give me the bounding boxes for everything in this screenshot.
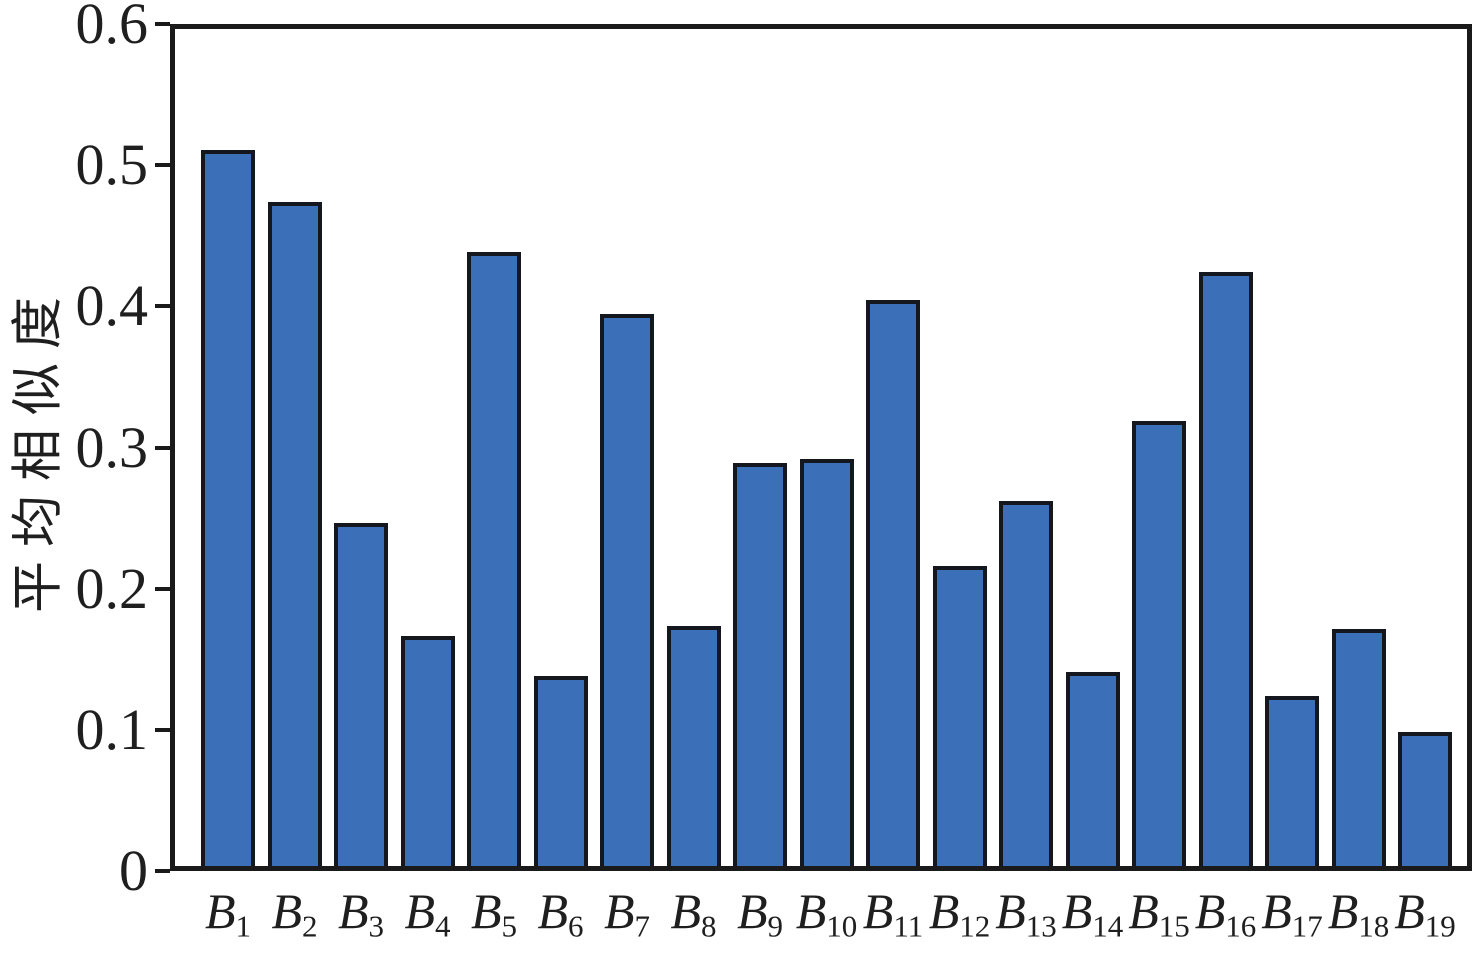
y-tick-label-0.4: 0.4 bbox=[75, 273, 149, 339]
x-tick-label-B19: B19 bbox=[1394, 883, 1456, 944]
x-tick-slot-B12: B12 bbox=[929, 884, 991, 944]
x-tick-slot-B15: B15 bbox=[1128, 884, 1190, 944]
x-tick-label-B2: B2 bbox=[271, 883, 318, 944]
bar-B3 bbox=[334, 522, 388, 866]
x-tick-slot-B16: B16 bbox=[1195, 884, 1257, 944]
x-tick-label-B15: B15 bbox=[1128, 883, 1190, 944]
bar-B17 bbox=[1265, 695, 1319, 866]
y-axis-title: 平均相似度 bbox=[10, 282, 68, 614]
x-tick-slot-B19: B19 bbox=[1394, 884, 1456, 944]
bar-B9 bbox=[733, 462, 787, 866]
bar-B19 bbox=[1398, 732, 1452, 866]
x-tick-slot-B18: B18 bbox=[1328, 884, 1390, 944]
x-tick-label-B16: B16 bbox=[1194, 883, 1257, 944]
y-tick-mark-0 bbox=[155, 869, 170, 873]
x-tick-label-B11: B11 bbox=[862, 883, 924, 944]
x-tick-label-B13: B13 bbox=[995, 883, 1057, 944]
x-tick-label-B18: B18 bbox=[1327, 883, 1390, 944]
bar-B1 bbox=[201, 150, 255, 866]
x-tick-label-B1: B1 bbox=[204, 883, 252, 944]
x-tick-slot-B17: B17 bbox=[1261, 884, 1323, 944]
bar-B13 bbox=[999, 500, 1053, 866]
bar-B11 bbox=[866, 299, 920, 866]
y-tick-mark-0.2 bbox=[155, 586, 170, 591]
y-tick-mark-0.4 bbox=[155, 304, 170, 309]
x-tick-slot-B13: B13 bbox=[995, 884, 1057, 944]
x-axis-labels: B1 B2 B3 B4 B5 B6 B7 B8 B9 B10 B11 B12 B13 B14 B15 B16 B… bbox=[175, 884, 1467, 944]
y-tick-label-0.5: 0.5 bbox=[75, 132, 149, 198]
x-tick-slot-B5: B5 bbox=[467, 884, 521, 944]
x-tick-label-B8: B8 bbox=[670, 883, 717, 944]
bar-B2 bbox=[267, 201, 322, 866]
bar-B18 bbox=[1331, 628, 1386, 866]
bar-B6 bbox=[533, 676, 588, 866]
y-tick-mark-0.5 bbox=[155, 163, 170, 168]
x-tick-slot-B2: B2 bbox=[268, 884, 322, 944]
bar-B8 bbox=[666, 626, 721, 866]
y-tick-label-0.6: 0.6 bbox=[75, 0, 149, 56]
y-tick-label-0.1: 0.1 bbox=[75, 696, 149, 762]
x-tick-slot-B6: B6 bbox=[534, 884, 588, 944]
x-tick-slot-B10: B10 bbox=[796, 884, 858, 944]
y-tick-mark-0.6 bbox=[155, 22, 170, 26]
x-tick-label-B5: B5 bbox=[470, 883, 518, 944]
y-tick-label-0.2: 0.2 bbox=[75, 555, 149, 621]
y-tick-mark-0.3 bbox=[155, 445, 170, 450]
x-tick-slot-B1: B1 bbox=[201, 884, 255, 944]
x-tick-slot-B4: B4 bbox=[401, 884, 455, 944]
bar-B7 bbox=[600, 313, 654, 866]
x-tick-label-B6: B6 bbox=[537, 883, 584, 944]
bar-B16 bbox=[1198, 271, 1253, 866]
x-tick-label-B3: B3 bbox=[337, 883, 385, 944]
x-tick-slot-B7: B7 bbox=[600, 884, 654, 944]
x-tick-label-B4: B4 bbox=[404, 883, 451, 944]
x-tick-label-B12: B12 bbox=[928, 883, 991, 944]
x-tick-label-B14: B14 bbox=[1061, 883, 1124, 944]
x-tick-label-B9: B9 bbox=[736, 883, 784, 944]
bar-B14 bbox=[1065, 672, 1120, 866]
x-tick-slot-B14: B14 bbox=[1062, 884, 1124, 944]
bar-B5 bbox=[467, 252, 521, 866]
x-tick-label-B10: B10 bbox=[795, 883, 858, 944]
plot-area bbox=[170, 24, 1472, 871]
bar-B4 bbox=[400, 635, 455, 866]
bar-B10 bbox=[799, 458, 854, 866]
x-tick-slot-B11: B11 bbox=[862, 883, 924, 944]
x-tick-label-B7: B7 bbox=[603, 883, 651, 944]
x-tick-label-B17: B17 bbox=[1261, 883, 1323, 944]
x-tick-slot-B8: B8 bbox=[667, 884, 721, 944]
bar-B15 bbox=[1132, 421, 1186, 866]
y-tick-mark-0.1 bbox=[155, 727, 170, 732]
y-tick-label-0.3: 0.3 bbox=[75, 414, 149, 480]
bars bbox=[175, 29, 1467, 866]
bar-B12 bbox=[932, 566, 987, 866]
x-tick-slot-B3: B3 bbox=[334, 884, 388, 944]
x-tick-slot-B9: B9 bbox=[733, 884, 787, 944]
y-tick-label-0: 0 bbox=[119, 838, 148, 903]
